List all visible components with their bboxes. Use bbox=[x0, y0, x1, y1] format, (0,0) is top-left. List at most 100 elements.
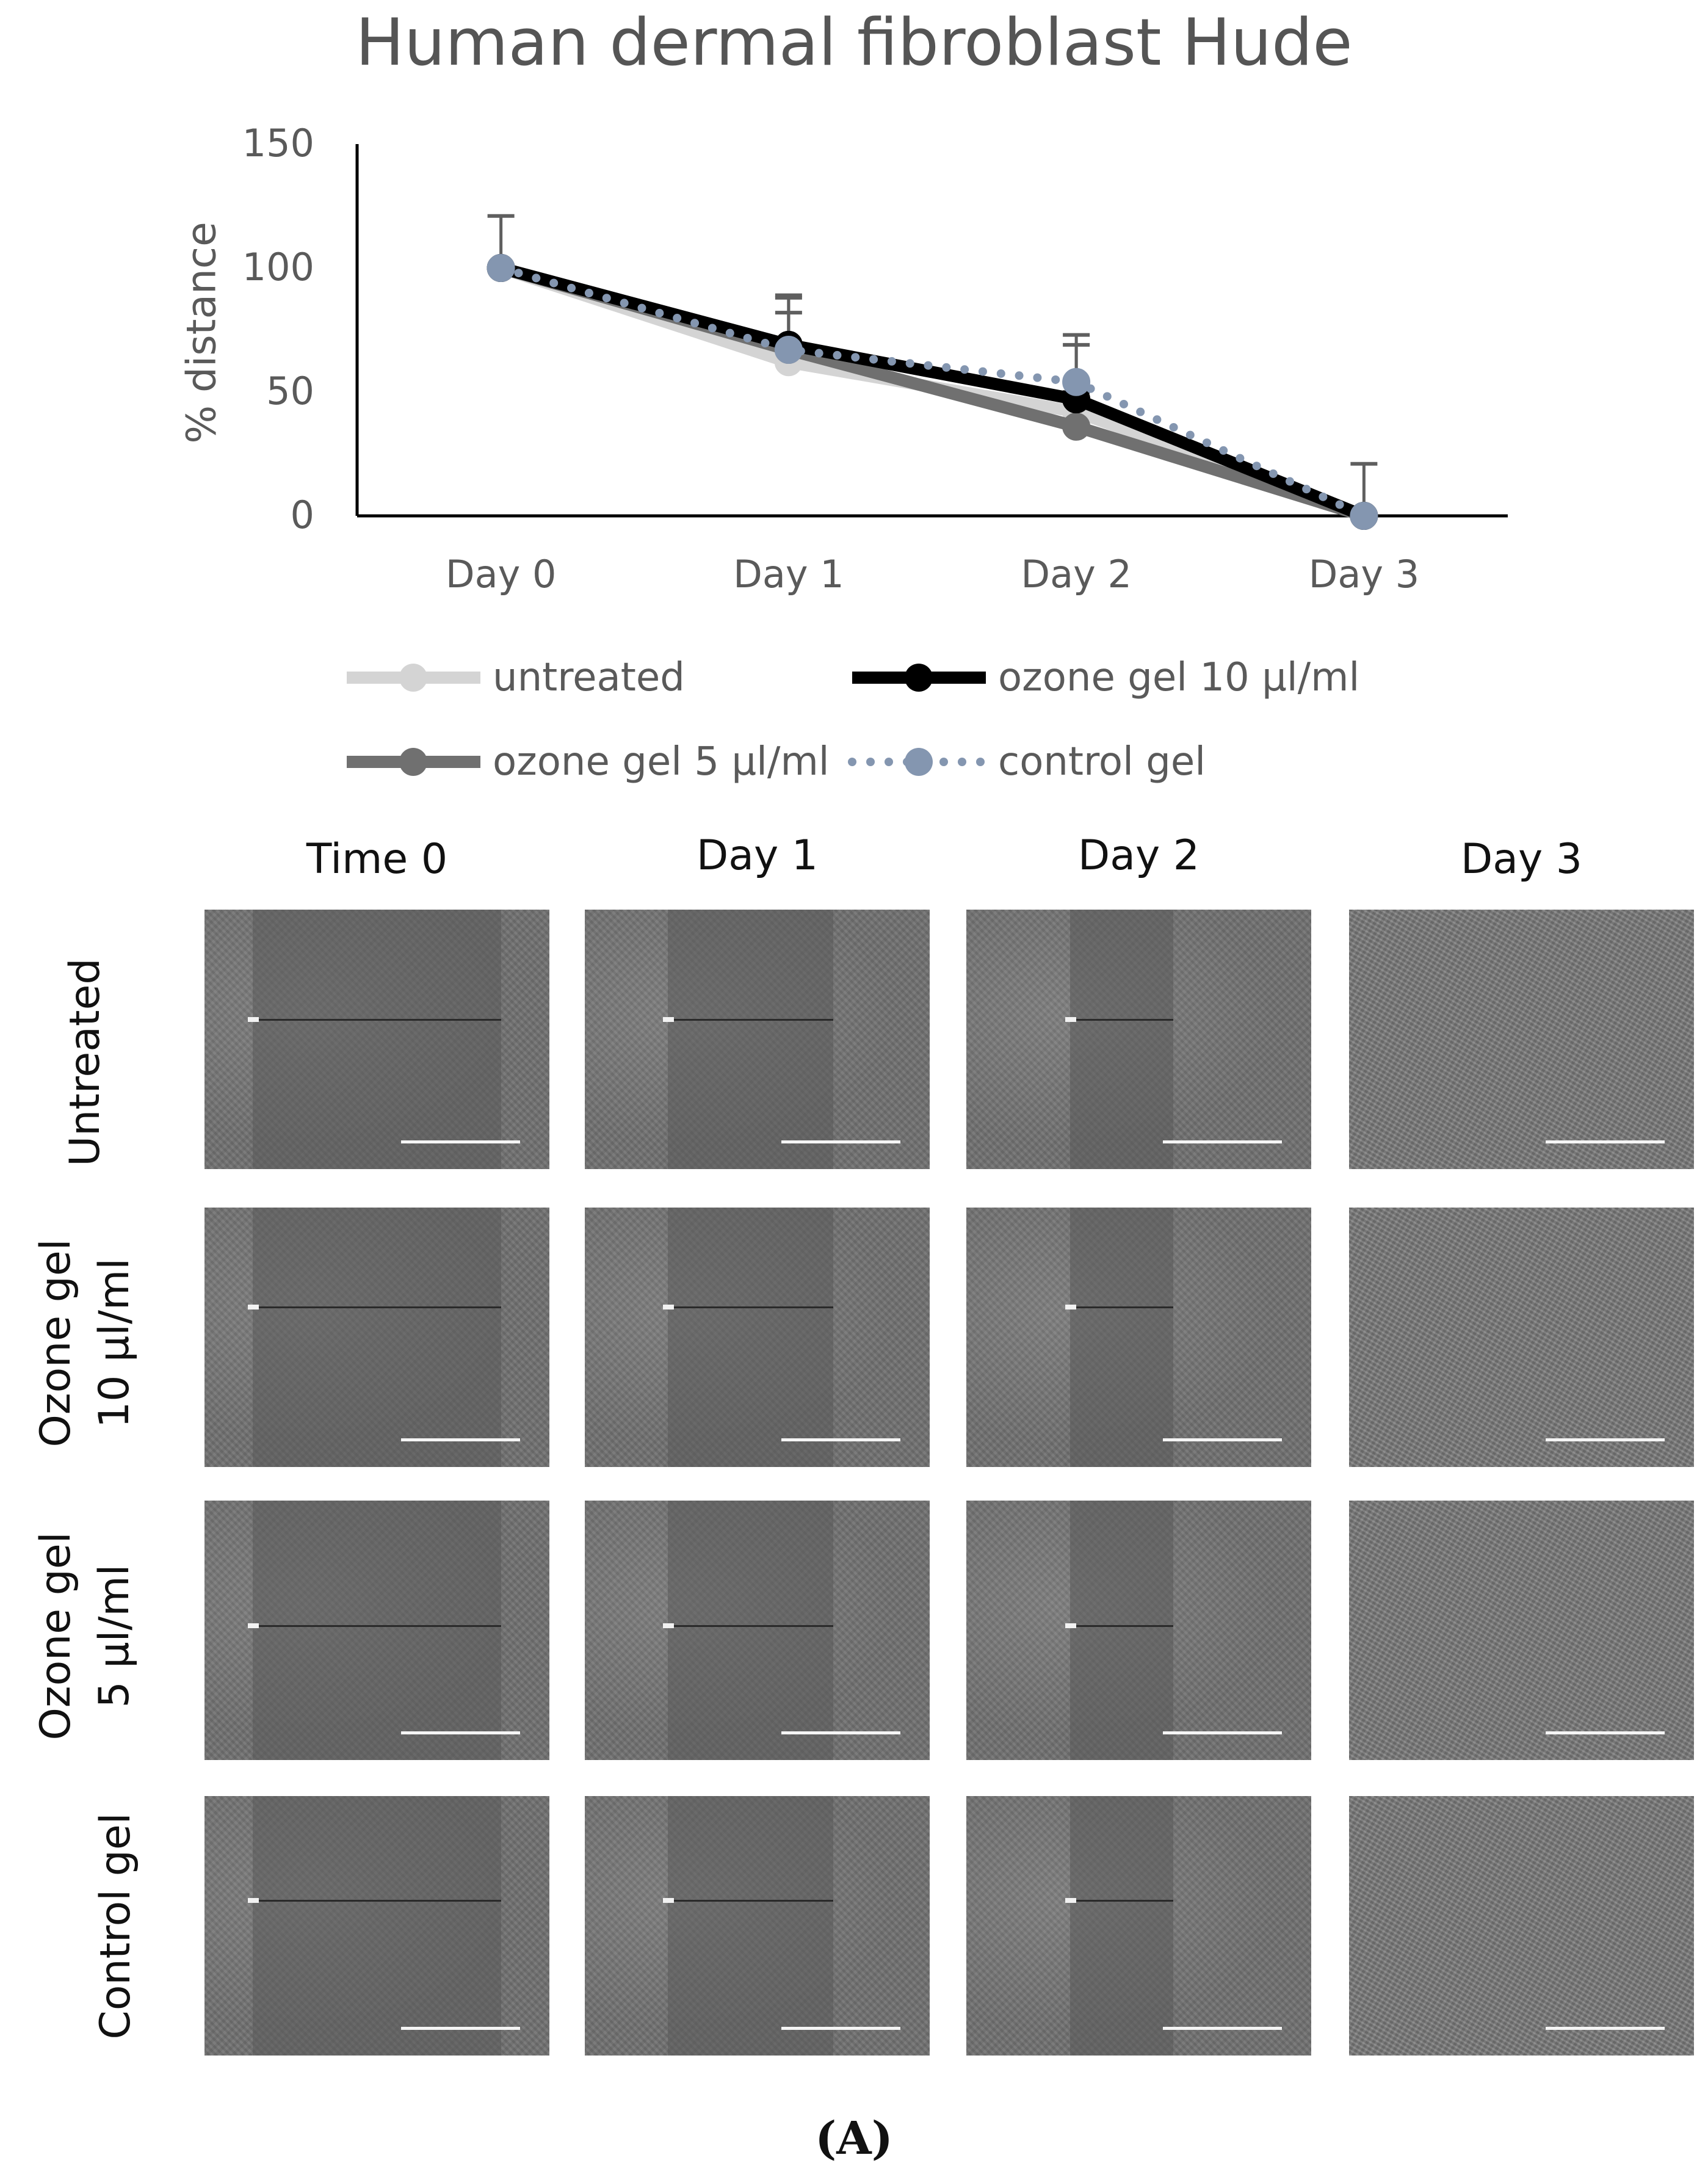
scale-bar bbox=[1163, 2027, 1282, 2030]
measurement-marker bbox=[1065, 1623, 1076, 1628]
scale-bar bbox=[1163, 1140, 1282, 1143]
measurement-marker bbox=[248, 1304, 259, 1309]
gap-measurement-line bbox=[1069, 1625, 1173, 1627]
wound-gap bbox=[667, 1208, 833, 1467]
y-tick-label: 50 bbox=[266, 369, 314, 413]
legend-item: ozone gel 10 µl/ml bbox=[847, 653, 1359, 702]
micrograph-panel bbox=[1349, 910, 1694, 1169]
scale-bar bbox=[781, 1438, 900, 1441]
scale-bar bbox=[401, 2027, 520, 2030]
column-header: Time 0 bbox=[306, 835, 448, 883]
data-point bbox=[487, 254, 515, 282]
y-tick-label: 150 bbox=[242, 121, 314, 165]
gap-measurement-line bbox=[667, 1900, 833, 1902]
measurement-marker bbox=[248, 1016, 259, 1022]
gap-measurement-line bbox=[1069, 1900, 1173, 1902]
wound-gap bbox=[1069, 1796, 1173, 2056]
wound-gap bbox=[253, 1208, 501, 1467]
micrograph-panel bbox=[1349, 1501, 1694, 1760]
legend-swatch bbox=[347, 748, 480, 776]
row-label: Ozone gel 10 µl/ml bbox=[32, 1239, 139, 1447]
row-label: Ozone gel 5 µl/ml bbox=[32, 1532, 139, 1741]
y-axis-label: % distance bbox=[178, 222, 225, 444]
scale-bar bbox=[1546, 1731, 1665, 1734]
measurement-marker bbox=[1065, 1304, 1076, 1309]
micrograph-panel bbox=[1349, 1208, 1694, 1467]
micrograph-panel bbox=[204, 1796, 549, 2056]
micrograph-panel bbox=[204, 1208, 549, 1467]
scale-bar bbox=[1546, 1140, 1665, 1143]
gap-measurement-line bbox=[1069, 1018, 1173, 1021]
micrograph-panel bbox=[1349, 1796, 1694, 2056]
scale-bar bbox=[401, 1731, 520, 1734]
data-point bbox=[1350, 502, 1378, 530]
micrograph-panel bbox=[966, 1501, 1311, 1760]
micrograph-panel bbox=[585, 1501, 930, 1760]
measurement-marker bbox=[662, 1623, 674, 1628]
wound-gap bbox=[1069, 1501, 1173, 1760]
legend-label: ozone gel 5 µl/ml bbox=[493, 739, 830, 784]
scale-bar bbox=[1163, 1731, 1282, 1734]
gap-measurement-line bbox=[667, 1306, 833, 1308]
wound-gap bbox=[253, 1796, 501, 2056]
y-tick-label: 100 bbox=[242, 245, 314, 289]
panel-label: (A) bbox=[815, 2112, 893, 2165]
scale-bar bbox=[781, 1140, 900, 1143]
micrograph-panel bbox=[585, 910, 930, 1169]
column-header: Day 2 bbox=[1077, 831, 1200, 880]
legend-item: control gel bbox=[847, 737, 1206, 786]
x-tick-label: Day 1 bbox=[733, 552, 844, 596]
scale-bar bbox=[401, 1438, 520, 1441]
series-line bbox=[496, 264, 1369, 520]
wound-gap bbox=[667, 1796, 833, 2056]
chart-title: Human dermal fibroblast Hude bbox=[355, 5, 1353, 80]
micrograph-panel bbox=[966, 910, 1311, 1169]
legend-swatch bbox=[347, 664, 480, 692]
scale-bar bbox=[1163, 1438, 1282, 1441]
scale-bar bbox=[1546, 1438, 1665, 1441]
micrograph-panel bbox=[204, 910, 549, 1169]
column-header: Day 1 bbox=[696, 831, 819, 880]
wound-gap bbox=[667, 1501, 833, 1760]
wound-gap bbox=[1069, 1208, 1173, 1467]
gap-measurement-line bbox=[253, 1018, 501, 1021]
legend-label: ozone gel 10 µl/ml bbox=[998, 655, 1360, 700]
gap-measurement-line bbox=[253, 1306, 501, 1308]
wound-gap bbox=[1069, 910, 1173, 1169]
column-header: Day 3 bbox=[1460, 835, 1583, 883]
y-tick-label: 0 bbox=[291, 493, 314, 537]
scale-bar bbox=[781, 1731, 900, 1734]
row-label: Untreated bbox=[61, 958, 109, 1167]
gap-measurement-line bbox=[253, 1625, 501, 1627]
x-tick-label: Day 0 bbox=[446, 552, 557, 596]
measurement-marker bbox=[248, 1623, 259, 1628]
legend-marker bbox=[399, 664, 427, 692]
measurement-marker bbox=[662, 1304, 674, 1309]
row-label: Control gel bbox=[92, 1813, 140, 2040]
gap-measurement-line bbox=[667, 1018, 833, 1021]
gap-measurement-line bbox=[1069, 1306, 1173, 1308]
wound-gap bbox=[667, 910, 833, 1169]
measurement-marker bbox=[1065, 1898, 1076, 1903]
legend-marker bbox=[905, 664, 933, 692]
micrograph-panel bbox=[966, 1796, 1311, 2056]
micrograph-panel bbox=[966, 1208, 1311, 1467]
scale-bar bbox=[401, 1140, 520, 1143]
data-point bbox=[774, 335, 803, 364]
data-point bbox=[1062, 412, 1091, 441]
gap-measurement-line bbox=[253, 1900, 501, 1902]
micrograph-panel bbox=[585, 1796, 930, 2056]
line-chart: 0 50 100 150 Day 0 Day 1 Day 2 Day 3 bbox=[242, 121, 1508, 596]
gap-measurement-line bbox=[667, 1625, 833, 1627]
measurement-marker bbox=[1065, 1016, 1076, 1022]
measurement-marker bbox=[248, 1898, 259, 1903]
legend-item: ozone gel 5 µl/ml bbox=[342, 737, 830, 786]
wound-gap bbox=[253, 1501, 501, 1760]
x-tick-label: Day 2 bbox=[1021, 552, 1132, 596]
legend-swatch bbox=[848, 748, 990, 776]
scale-bar bbox=[1546, 2027, 1665, 2030]
micrograph-panel bbox=[204, 1501, 549, 1760]
x-tick-label: Day 3 bbox=[1309, 552, 1420, 596]
legend-label: control gel bbox=[998, 739, 1206, 784]
